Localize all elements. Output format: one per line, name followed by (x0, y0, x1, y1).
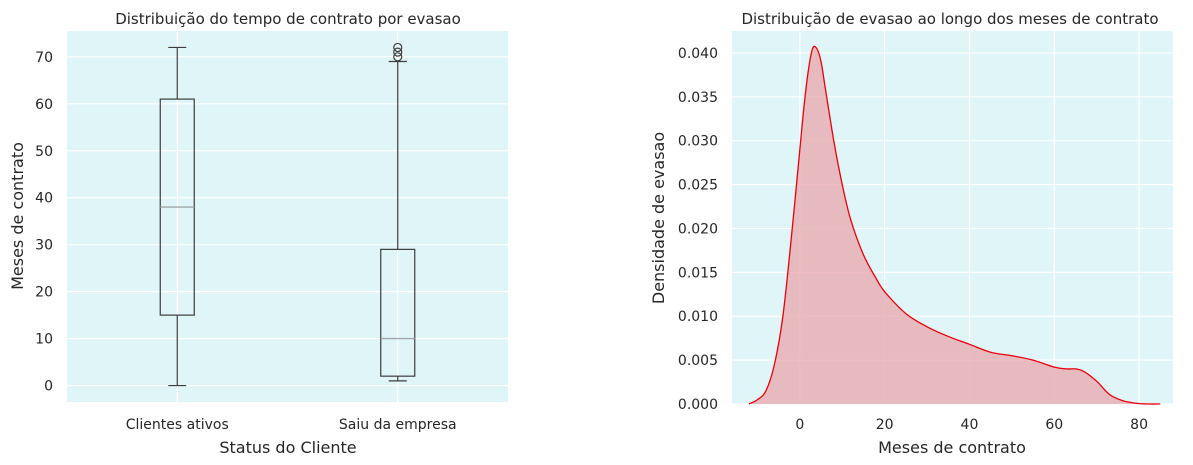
density-title: Distribuição de evasao ao longo dos mese… (741, 10, 1158, 28)
density-x-tick-label: 60 (1045, 417, 1063, 433)
boxplot-marks (159, 42, 416, 387)
boxplot-x-ticks: Clientes ativos Saiu da empresa (126, 417, 457, 433)
boxplot-x-tick-label: Clientes ativos (126, 417, 229, 433)
density-x-axis-label: Meses de contrato (878, 438, 1026, 457)
density-x-tick-label: 20 (876, 417, 894, 433)
boxplot-panel: 0 10 20 30 40 50 60 70 Clientes ativos Saiu da e… (8, 10, 508, 457)
boxplot-outlier-point (393, 52, 403, 62)
boxplot-box (380, 248, 416, 377)
boxplot-y-tick-label: 40 (35, 191, 53, 207)
boxplot-y-tick-label: 60 (35, 97, 53, 113)
density-x-tick-label: 80 (1130, 417, 1148, 433)
boxplot-outlier-point (393, 47, 403, 57)
boxplot-y-tick-label: 50 (35, 144, 53, 160)
boxplot-y-ticks: 0 10 20 30 40 50 60 70 (35, 50, 53, 395)
boxplot-y-tick-label: 20 (35, 285, 53, 301)
boxplot-outlier-point (393, 42, 403, 53)
boxplot-y-tick-label: 0 (44, 379, 53, 395)
density-x-tick-label: 40 (961, 417, 979, 433)
boxplot-plot-area (67, 31, 508, 402)
density-y-axis-label: Densidade de evasao (649, 132, 668, 304)
density-y-tick-label: 0.005 (678, 353, 718, 369)
density-y-tick-label: 0.035 (678, 90, 718, 106)
boxplot-x-tick-label: Saiu da empresa (339, 417, 457, 433)
boxplot-gridlines (67, 31, 508, 402)
density-y-tick-label: 0.000 (678, 397, 718, 413)
density-y-ticks: 0.000 0.005 0.010 0.015 0.020 0.025 0.030 0.035… (678, 46, 718, 413)
boxplot-x-axis-label: Status do Cliente (219, 438, 356, 457)
boxplot-y-tick-label: 70 (35, 50, 53, 66)
boxplot-title: Distribuição do tempo de contrato por ev… (115, 10, 461, 28)
density-marks (748, 45, 1161, 405)
density-y-tick-label: 0.015 (678, 265, 718, 281)
density-area-fill (748, 46, 1161, 405)
density-y-tick-label: 0.020 (678, 221, 718, 237)
density-curve-line (748, 45, 1161, 405)
density-y-tick-label: 0.040 (678, 46, 718, 62)
boxplot-y-tick-label: 30 (35, 238, 53, 254)
boxplot-y-tick-label: 10 (35, 332, 53, 348)
boxplot-y-axis-label: Meses de contrato (8, 142, 27, 290)
density-y-tick-label: 0.010 (678, 309, 718, 325)
density-x-ticks: 0 20 40 60 80 (795, 417, 1148, 433)
density-y-tick-label: 0.030 (678, 134, 718, 150)
density-y-tick-label: 0.025 (678, 178, 718, 194)
density-panel: 0.000 0.005 0.010 0.015 0.020 0.025 0.030 0.035… (649, 10, 1173, 457)
density-x-tick-label: 0 (795, 417, 804, 433)
